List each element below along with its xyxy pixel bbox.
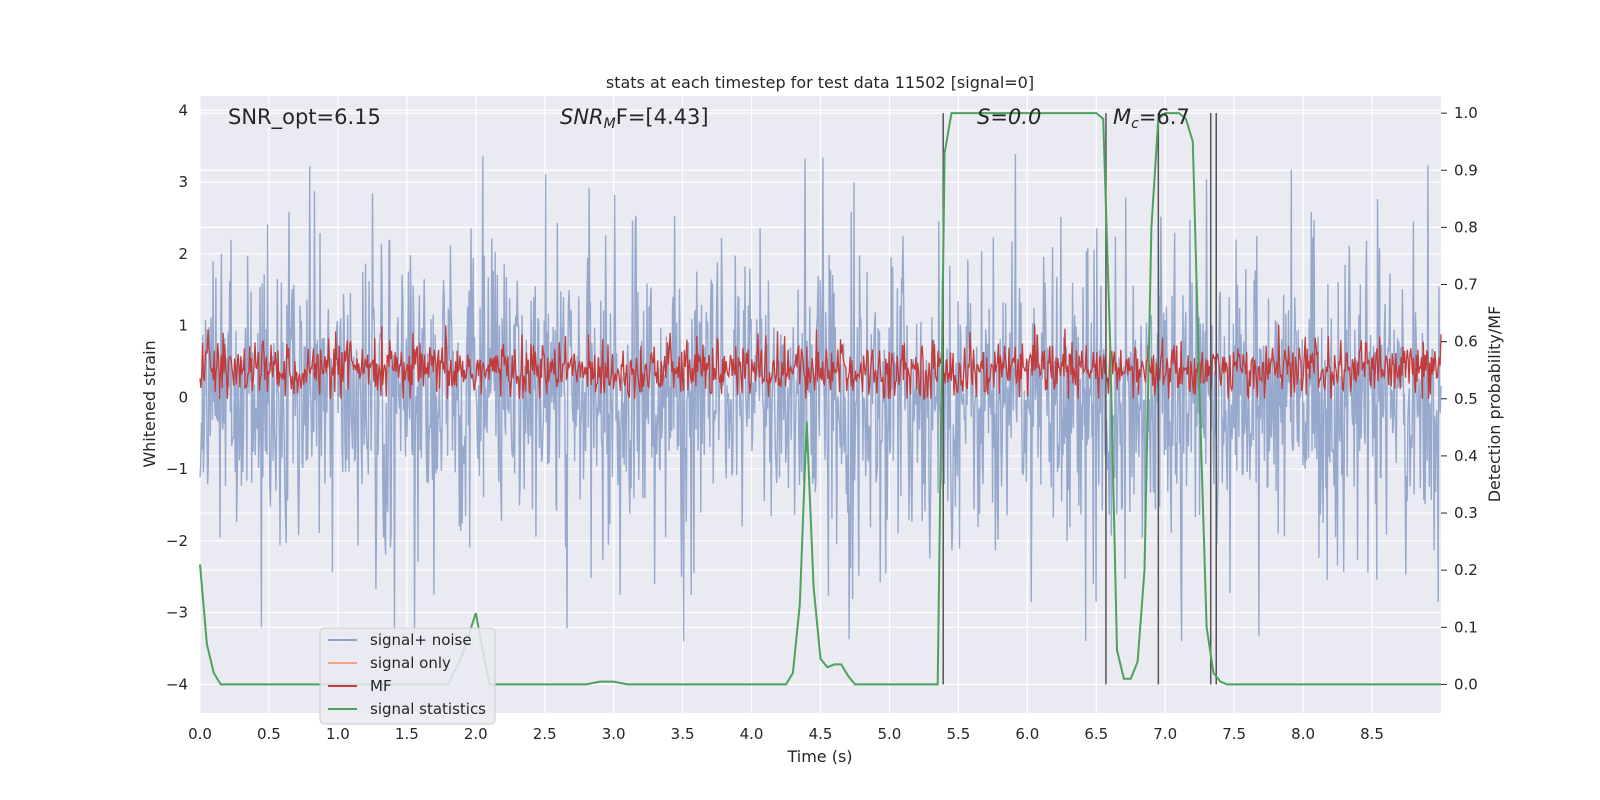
x-tick-label: 0.5 — [257, 725, 281, 743]
legend-label-mf: MF — [370, 677, 392, 695]
y-right-tick-label: 0.9 — [1454, 161, 1478, 179]
legend-label-signal-noise: signal+ noise — [370, 631, 472, 649]
x-tick-label: 7.5 — [1222, 725, 1246, 743]
y-left-tick-label: 4 — [178, 101, 188, 119]
x-tick-label: 1.0 — [326, 725, 350, 743]
annotation-s: S=0.0 — [977, 105, 1041, 129]
annotation-snr-mf: SNRMF=[4.43] — [560, 105, 709, 132]
x-tick-label: 7.0 — [1153, 725, 1177, 743]
y-right-tick-label: 1.0 — [1454, 104, 1478, 122]
y-right-tick-label: 0.3 — [1454, 504, 1478, 522]
y-left-tick-label: 2 — [178, 245, 188, 263]
x-tick-label: 8.5 — [1360, 725, 1384, 743]
mf-series — [199, 324, 1442, 400]
y-right-tick-label: 0.5 — [1454, 390, 1478, 408]
annotation-mc: Mc=6.7 — [1113, 105, 1190, 132]
y-left-tick-label: −3 — [166, 604, 188, 622]
y-right-tick-label: 0.1 — [1454, 618, 1478, 636]
signal-statistics-series — [199, 112, 1441, 686]
y-left-tick-label: 3 — [178, 173, 188, 191]
y-left-tick-label: −1 — [166, 460, 188, 478]
y-left-tick-label: −4 — [166, 675, 188, 693]
x-tick-label: 0.0 — [188, 725, 212, 743]
x-tick-labels: 0.0 0.5 1.0 1.5 2.0 2.5 3.0 3.5 4.0 4.5 5.0 5.5 6.0 6… — [188, 725, 1384, 743]
x-tick-label: 5.0 — [878, 725, 902, 743]
y-left-tick-label: 1 — [178, 317, 188, 335]
x-tick-label: 6.0 — [1015, 725, 1039, 743]
x-tick-label: 3.5 — [671, 725, 695, 743]
y-left-tick-label: −2 — [166, 532, 188, 550]
mf-line — [199, 324, 1442, 400]
y-right-tick-label: 0.6 — [1454, 333, 1478, 351]
y-right-tick-label: 0.4 — [1454, 447, 1478, 465]
x-axis-label: Time (s) — [786, 747, 852, 766]
y-right-tick-label: 0.2 — [1454, 561, 1478, 579]
y-left-tick-label: 0 — [178, 388, 188, 406]
x-tick-label: 2.5 — [533, 725, 557, 743]
y-right-axis-label: Detection probability/MF — [1485, 306, 1504, 503]
y-left-axis-label: Whitened strain — [140, 340, 159, 467]
x-tick-label: 8.0 — [1291, 725, 1315, 743]
chart-title: stats at each timestep for test data 115… — [606, 73, 1034, 92]
y-left-tick-labels: −4 −3 −2 −1 0 1 2 3 4 — [166, 101, 188, 693]
y-right-tick-label: 0.0 — [1454, 675, 1478, 693]
x-tick-label: 2.0 — [464, 725, 488, 743]
legend-label-signal-only: signal only — [370, 654, 451, 672]
legend-box — [319, 627, 496, 725]
grid — [199, 96, 1441, 713]
legend-label-signal-statistics: signal statistics — [370, 700, 486, 718]
y-right-tick-labels: 0.0 0.1 0.2 0.3 0.4 0.5 0.6 0.7 0.8 0.9 1.0 — [1441, 104, 1478, 693]
x-tick-label: 5.5 — [946, 725, 970, 743]
y-right-tick-label: 0.8 — [1454, 218, 1478, 236]
signal-noise-line — [199, 153, 1442, 642]
x-tick-label: 1.5 — [395, 725, 419, 743]
y-right-tick-label: 0.7 — [1454, 276, 1478, 294]
legend: signal+ noise signal only MF signal stat… — [319, 627, 496, 725]
x-tick-label: 6.5 — [1084, 725, 1108, 743]
signal-statistics-line — [199, 112, 1441, 686]
x-tick-label: 4.0 — [740, 725, 764, 743]
x-tick-label: 3.0 — [602, 725, 626, 743]
annotation-snr-opt: SNR_opt=6.15 — [228, 105, 381, 130]
x-tick-label: 4.5 — [809, 725, 833, 743]
signal-noise-series — [199, 153, 1442, 642]
